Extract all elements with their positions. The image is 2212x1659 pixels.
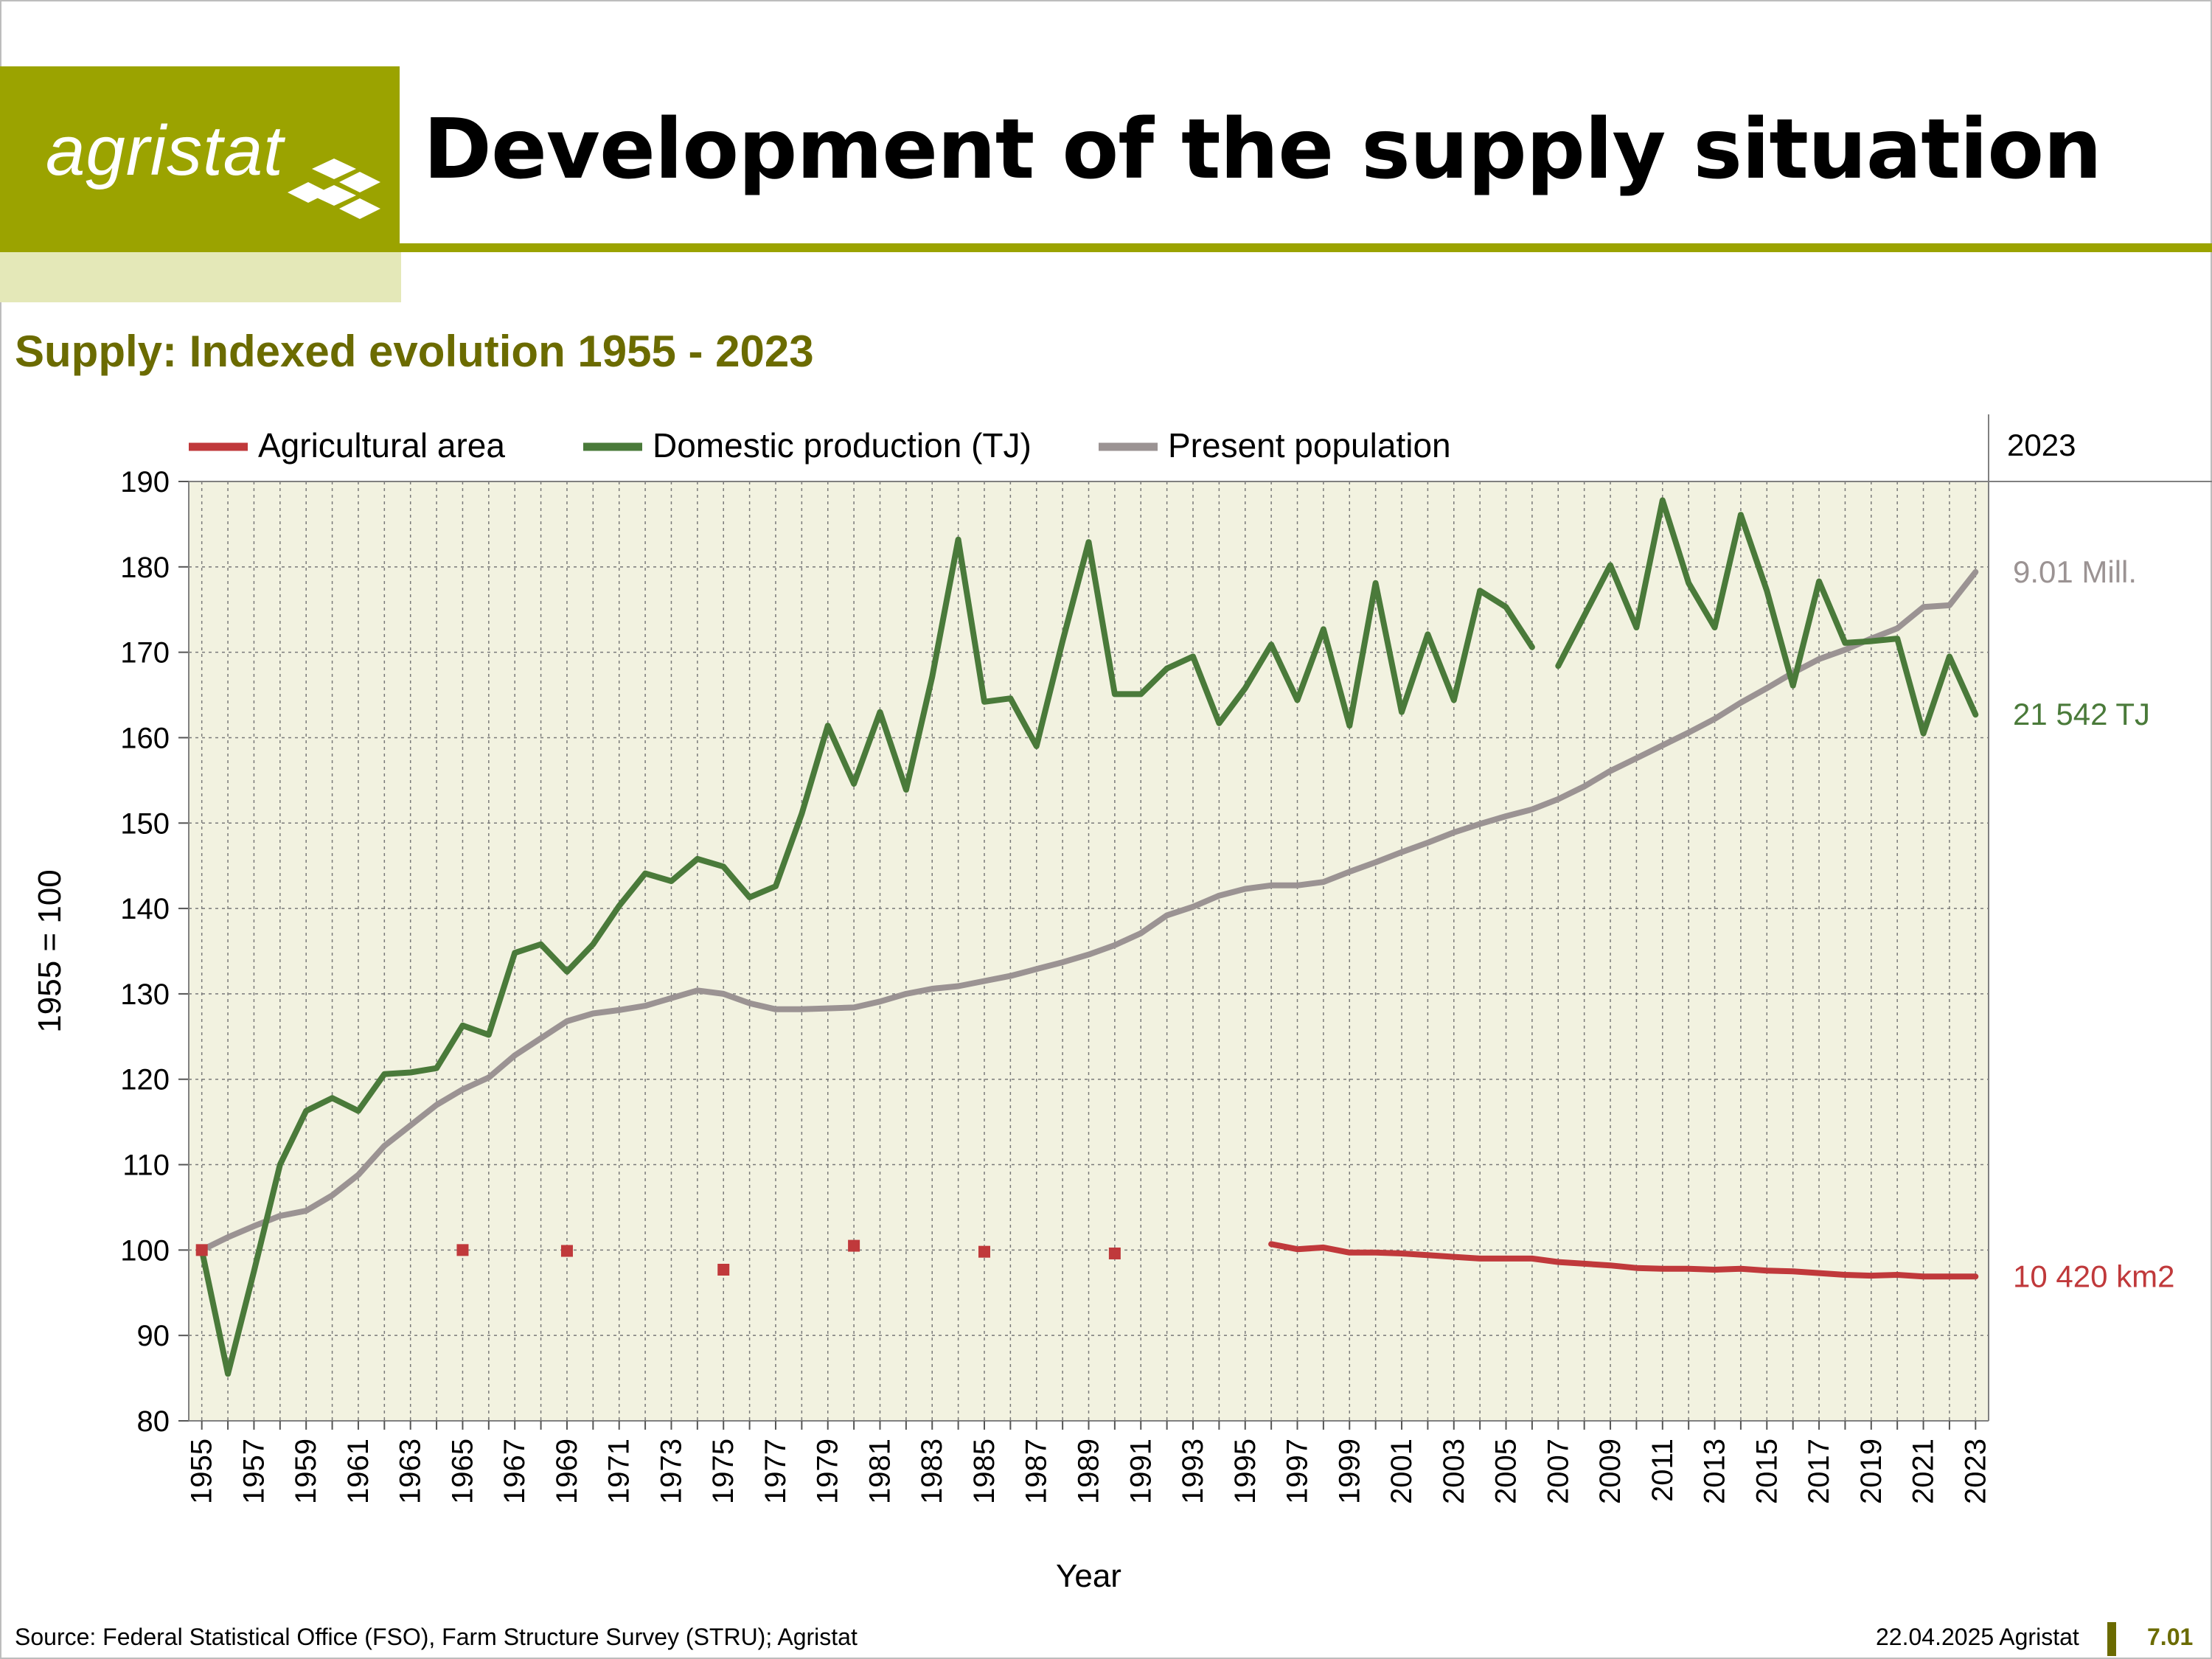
y-tick-label: 140 — [120, 893, 170, 925]
x-tick-label: 1965 — [446, 1439, 479, 1504]
x-tick-label: 2003 — [1438, 1439, 1470, 1504]
x-tick-label: 1983 — [916, 1439, 948, 1504]
x-tick-label: 1955 — [186, 1439, 218, 1504]
legend-label: Domestic production (TJ) — [653, 426, 1032, 465]
data-point-marker — [560, 1245, 573, 1257]
y-tick-label: 90 — [137, 1320, 170, 1352]
legend-label: Agricultural area — [258, 426, 505, 465]
series-end-label: 9.01 Mill. — [2013, 554, 2137, 589]
x-tick-label: 1979 — [812, 1439, 844, 1504]
x-tick-label: 1967 — [498, 1439, 531, 1504]
logo-subbar — [0, 252, 401, 302]
x-tick-label: 1997 — [1281, 1439, 1314, 1504]
x-tick-label: 2013 — [1699, 1439, 1731, 1504]
x-tick-label: 1973 — [655, 1439, 687, 1504]
x-axis-title: Year — [1056, 1558, 1121, 1594]
series-line — [198, 497, 1979, 1377]
data-point-marker — [848, 1239, 860, 1252]
data-point-marker — [195, 1244, 208, 1256]
series-line — [198, 568, 1979, 1253]
x-tick-label: 1961 — [342, 1439, 375, 1504]
data-point-marker — [717, 1264, 730, 1276]
x-tick-label: 2011 — [1646, 1439, 1679, 1502]
diamond-logo-icon — [288, 159, 380, 219]
series-end-label: 21 542 TJ — [2013, 697, 2150, 731]
x-tick-label: 1963 — [394, 1439, 427, 1504]
x-tick-label: 2021 — [1907, 1439, 1940, 1504]
x-tick-label: 1993 — [1177, 1439, 1209, 1504]
footer-date: 22.04.2025 Agristat — [1876, 1624, 2079, 1650]
x-tick-label: 1987 — [1020, 1439, 1053, 1504]
y-tick-label: 80 — [137, 1405, 170, 1438]
x-tick-label: 1995 — [1229, 1439, 1262, 1504]
data-point-marker — [456, 1244, 469, 1256]
x-tick-label: 2023 — [1959, 1439, 1992, 1504]
page-number-bar — [2107, 1622, 2116, 1656]
x-tick-label: 1971 — [603, 1439, 636, 1504]
y-tick-label: 110 — [122, 1150, 170, 1182]
x-tick-label: 2017 — [1803, 1439, 1835, 1504]
x-tick-label: 1991 — [1124, 1439, 1157, 1504]
series-end-label: 10 420 km2 — [2013, 1259, 2174, 1293]
x-tick-label: 2009 — [1594, 1439, 1627, 1504]
x-tick-label: 1985 — [968, 1439, 1001, 1504]
y-tick-label: 100 — [120, 1234, 170, 1267]
y-tick-label: 130 — [120, 978, 170, 1011]
x-tick-label: 1999 — [1333, 1439, 1366, 1504]
y-tick-label: 190 — [120, 466, 170, 498]
data-point-marker — [1108, 1247, 1121, 1259]
legend-label: Present population — [1168, 426, 1451, 465]
series-line — [1268, 1241, 1979, 1280]
x-tick-label: 2005 — [1490, 1439, 1523, 1504]
agristat-logo-text: agristat — [46, 111, 284, 190]
x-tick-label: 2015 — [1750, 1439, 1783, 1504]
data-point-marker — [978, 1245, 990, 1258]
x-tick-label: 1977 — [759, 1439, 792, 1504]
x-tick-label: 1969 — [551, 1439, 583, 1504]
x-tick-label: 2007 — [1542, 1439, 1574, 1504]
x-tick-label: 1981 — [863, 1439, 896, 1504]
x-tick-label: 1989 — [1073, 1439, 1105, 1504]
side-header-year: 2023 — [2007, 428, 2076, 462]
x-tick-label: 2001 — [1385, 1439, 1418, 1504]
y-tick-label: 160 — [120, 722, 170, 754]
source-note: Source: Federal Statistical Office (FSO)… — [15, 1624, 858, 1650]
page-title: Development of the supply situation — [423, 102, 2102, 198]
chart-subtitle: Supply: Indexed evolution 1955 - 2023 — [15, 327, 814, 376]
header-rule — [400, 243, 2212, 252]
y-axis-title: 1955 = 100 — [32, 869, 68, 1032]
y-tick-label: 120 — [120, 1064, 170, 1096]
y-tick-label: 170 — [120, 637, 170, 669]
y-tick-label: 150 — [120, 807, 170, 840]
plot-area — [189, 481, 1989, 1421]
x-tick-label: 1975 — [707, 1439, 740, 1504]
x-tick-label: 2019 — [1855, 1439, 1888, 1504]
x-tick-label: 1957 — [237, 1439, 270, 1504]
y-tick-label: 180 — [120, 552, 170, 584]
page-number: 7.01 — [2147, 1624, 2194, 1650]
supply-line-chart: 80 90 100 110 120 130 140 150 160 170 180 190 1955 19… — [32, 414, 2212, 1594]
x-tick-label: 1959 — [290, 1439, 322, 1504]
